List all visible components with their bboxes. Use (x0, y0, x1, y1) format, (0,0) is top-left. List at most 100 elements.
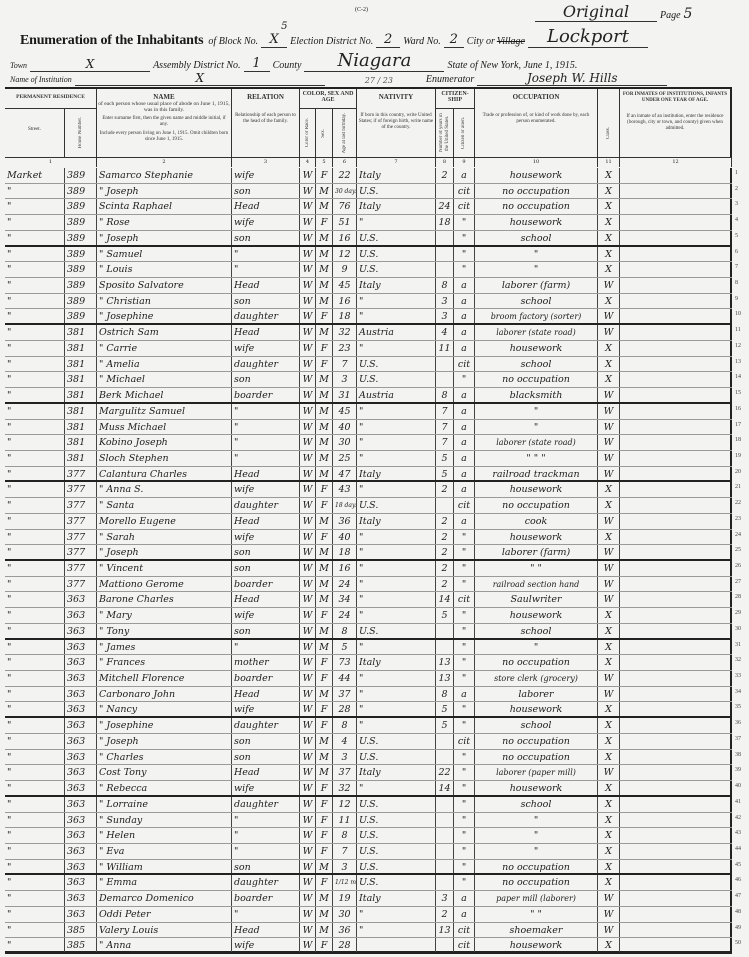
col-name-desc: of each person whose usual place of abod… (98, 101, 230, 113)
cell-nativity: " (357, 686, 436, 702)
cell-house-number: 381 (65, 356, 97, 372)
cell-person-name: " Christian (97, 293, 232, 309)
cell-age: 5 (333, 639, 357, 655)
cell-house-number: 381 (65, 435, 97, 450)
cell-relation: " (232, 450, 300, 466)
cell-street: " (5, 891, 65, 906)
cell-relation: son (232, 293, 300, 309)
cell-person-name: " Vincent (97, 561, 232, 576)
cell-years-in-us (436, 372, 454, 388)
cell-house-number: 377 (65, 576, 97, 592)
cell-age: 3 (333, 372, 357, 388)
cell-sex: M (316, 403, 333, 419)
cell-person-name: Margulitz Samuel (97, 403, 232, 419)
table-row: " 389 " Josephine daughter W F 18 " 3 a broom fact… (5, 309, 732, 326)
cell-house-number: 377 (65, 482, 97, 498)
col-class-top (598, 89, 620, 109)
cell-person-name: Barone Charles (97, 592, 232, 608)
cell-years-in-us: 13 (436, 922, 454, 938)
cell-house-number: 381 (65, 403, 97, 419)
col-street-header: Street. (5, 109, 65, 157)
cell-age: 1/12 mo (333, 875, 357, 891)
cell-nativity: U.S. (357, 246, 436, 262)
cell-person-name: " Joseph (97, 183, 232, 199)
cell-citizen-status: " (454, 828, 475, 843)
cell-occupation: " (475, 828, 598, 843)
cell-citizen-status: " (454, 749, 475, 765)
cell-person-name: " Joseph (97, 733, 232, 749)
cell-color: W (300, 419, 316, 435)
line-number: 23 (735, 515, 741, 522)
cell-color: W (300, 545, 316, 559)
cell-color: W (300, 592, 316, 608)
cell-years-in-us: 22 (436, 765, 454, 781)
col-residence-header: PERMANENT RESIDENCE (5, 89, 97, 109)
cell-years-in-us (436, 733, 454, 749)
cell-house-number: 381 (65, 419, 97, 435)
cell-inmate-residence (620, 388, 732, 402)
cell-person-name: Calantura Charles (97, 466, 232, 481)
cell-nativity: " (357, 435, 436, 450)
cell-street: " (5, 561, 65, 576)
cell-sex: M (316, 592, 333, 608)
cell-inmate-residence (620, 655, 732, 671)
cell-citizen-status: " (454, 215, 475, 230)
cell-inmate-residence (620, 529, 732, 545)
cell-inmate-residence (620, 749, 732, 765)
cell-occupation: laborer (state road) (475, 435, 598, 450)
cell-color: W (300, 466, 316, 481)
cell-relation: wife (232, 340, 300, 356)
cell-class: X (598, 199, 620, 215)
cell-color: W (300, 168, 316, 183)
cell-age: 47 (333, 466, 357, 481)
cell-age: 11 (333, 812, 357, 828)
cell-occupation: housework (475, 608, 598, 623)
cell-nativity: Italy (357, 168, 436, 183)
cell-nativity: U.S. (357, 498, 436, 513)
institution-label: Name of Institution (10, 75, 72, 84)
cell-house-number: 389 (65, 246, 97, 262)
cell-house-number: 363 (65, 859, 97, 874)
cell-relation: wife (232, 702, 300, 717)
cell-citizen-status: " (454, 623, 475, 638)
cell-inmate-residence (620, 843, 732, 859)
cell-citizen-status: cit (454, 498, 475, 513)
table-row: " 377 " Santa daughter W F 18 days U.S. cit no oc… (5, 498, 732, 514)
col-name-title: NAME (153, 93, 175, 101)
cell-years-in-us: 14 (436, 781, 454, 795)
state-date-line: State of New York, June 1, 1915. (447, 60, 578, 71)
cell-house-number: 363 (65, 828, 97, 843)
cell-occupation: shoemaker (475, 922, 598, 938)
cell-sex: M (316, 435, 333, 450)
cell-age: 12 (333, 796, 357, 812)
cell-age: 51 (333, 215, 357, 230)
cell-age: 23 (333, 340, 357, 356)
cell-years-in-us (436, 796, 454, 812)
cell-street: " (5, 183, 65, 199)
cell-house-number: 363 (65, 781, 97, 795)
cell-age: 8 (333, 718, 357, 733)
cell-class: W (598, 513, 620, 529)
cell-relation: daughter (232, 498, 300, 513)
cell-house-number: 363 (65, 906, 97, 922)
line-number: 20 (735, 468, 741, 475)
cell-age: 16 (333, 561, 357, 576)
cell-street: " (5, 592, 65, 608)
cell-street: " (5, 749, 65, 765)
cell-years-in-us: 2 (436, 513, 454, 529)
line-number: 30 (735, 625, 741, 632)
cell-sex: M (316, 513, 333, 529)
cell-inmate-residence (620, 812, 732, 828)
cell-sex: M (316, 561, 333, 576)
cell-sex: F (316, 812, 333, 828)
table-row: " 381 " Michael son W M 3 U.S. " no occupation X (5, 372, 732, 389)
cell-occupation: " " " (475, 450, 598, 466)
col-house-header: House Number. (65, 109, 97, 157)
cell-sex: M (316, 199, 333, 215)
table-row: " 363 " Lorraine daughter W F 12 U.S. " school X (5, 796, 732, 813)
cell-inmate-residence (620, 278, 732, 293)
cell-person-name: Mattiono Gerome (97, 576, 232, 592)
cell-occupation: housework (475, 340, 598, 356)
col-years-header: Number of years in the United States. (436, 109, 454, 157)
cell-person-name: Muss Michael (97, 419, 232, 435)
